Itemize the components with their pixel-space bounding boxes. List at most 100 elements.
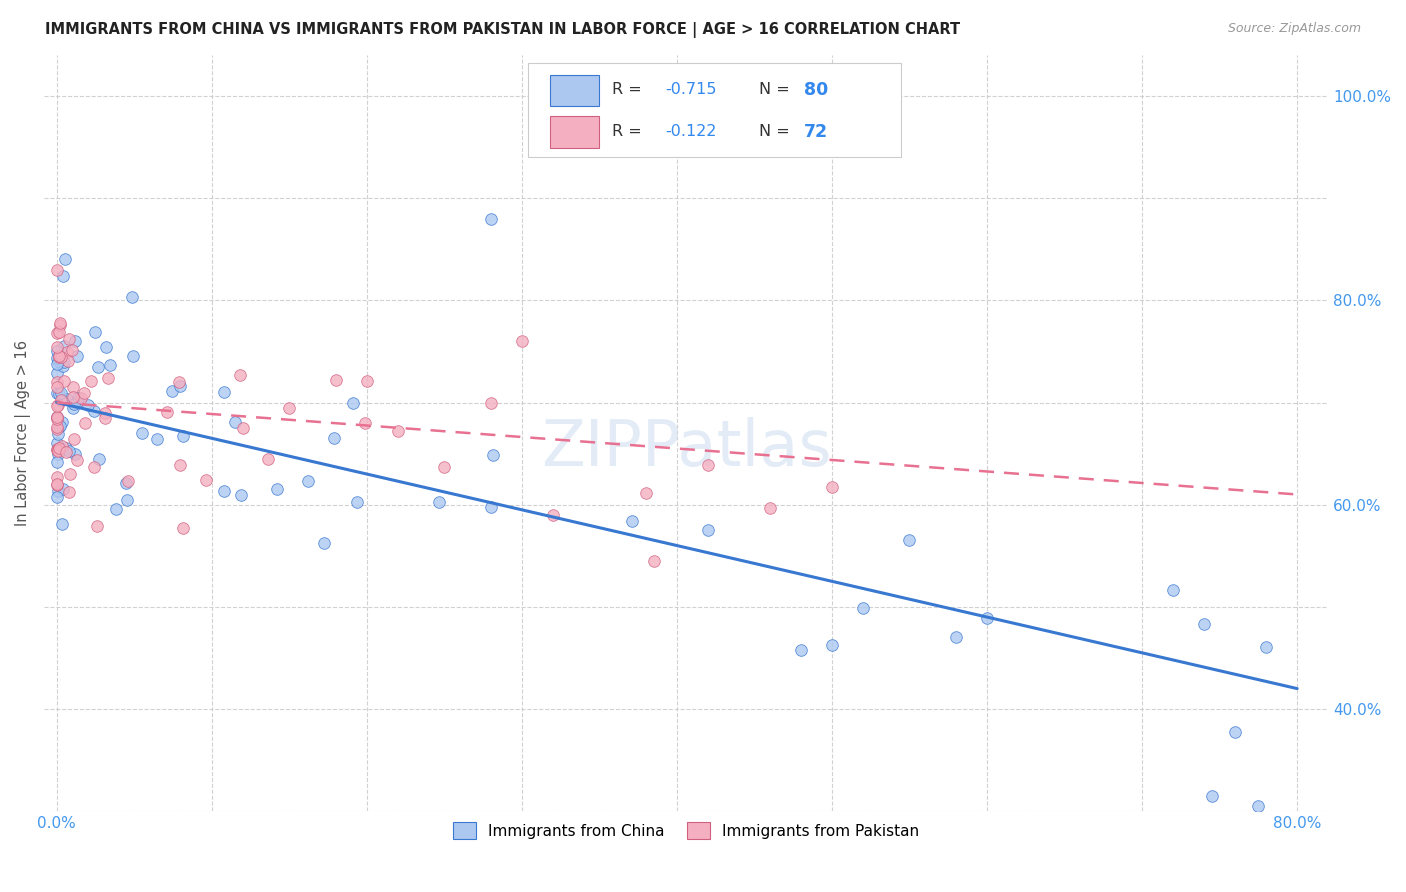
Point [60, 343, 83, 358]
Point [86, 359, 108, 374]
Point [214, 484, 236, 499]
Point [83, 325, 105, 339]
Point [83, 403, 105, 417]
Point [46, 422, 69, 436]
Point [146, 433, 169, 447]
Point [976, 611, 998, 625]
Point [52, 269, 75, 284]
Point [46, 490, 69, 504]
Point [121, 290, 143, 304]
Point [52, 482, 75, 496]
Point [45, 477, 67, 491]
Point [62, 380, 84, 394]
Point [45, 326, 67, 341]
Point [86, 519, 108, 533]
Point [46, 443, 69, 458]
Point [45, 357, 67, 371]
Point [46, 427, 69, 442]
Point [52, 354, 75, 368]
Text: R =: R = [612, 124, 647, 139]
Point [620, 514, 643, 528]
Point [53, 338, 76, 352]
Point [58, 444, 80, 458]
Point [45, 478, 67, 492]
Point [169, 375, 191, 389]
Text: R =: R = [612, 82, 647, 97]
Y-axis label: In Labor Force | Age > 16: In Labor Force | Age > 16 [15, 340, 31, 526]
Point [346, 494, 368, 508]
Point [45, 263, 67, 277]
Point [945, 630, 967, 644]
Point [49, 418, 72, 433]
Point [56, 392, 79, 406]
Point [387, 424, 409, 438]
Point [97, 370, 120, 384]
Point [55, 442, 77, 456]
Point [45, 351, 67, 365]
Point [73, 385, 96, 400]
Point [48, 325, 70, 339]
FancyBboxPatch shape [550, 75, 599, 106]
Point [342, 396, 364, 410]
Text: N =: N = [759, 82, 796, 97]
Point [117, 474, 139, 488]
Point [790, 642, 813, 657]
Text: ZIPPatlas: ZIPPatlas [541, 417, 831, 479]
Point [852, 601, 875, 615]
Point [49, 318, 72, 333]
Point [94, 340, 117, 354]
Legend: Immigrants from China, Immigrants from Pakistan: Immigrants from China, Immigrants from P… [447, 816, 925, 845]
Point [62, 390, 84, 404]
Point [59, 467, 82, 482]
Point [172, 521, 194, 535]
Point [45, 375, 67, 389]
Point [51, 392, 73, 407]
Point [696, 524, 718, 538]
Point [479, 211, 502, 226]
Point [354, 416, 377, 430]
Point [66, 452, 89, 467]
Point [56, 354, 79, 368]
Point [48, 350, 70, 364]
Point [122, 349, 145, 363]
Text: 80: 80 [804, 81, 828, 99]
Point [105, 502, 128, 516]
Text: -0.715: -0.715 [665, 82, 717, 97]
Point [821, 480, 844, 494]
Point [482, 448, 505, 462]
Point [94, 406, 117, 420]
Point [46, 444, 69, 458]
Point [98, 358, 121, 372]
FancyBboxPatch shape [529, 62, 901, 157]
Point [48, 387, 70, 401]
Point [224, 415, 246, 429]
Point [232, 420, 254, 434]
Point [131, 425, 153, 440]
Point [46, 354, 69, 368]
Point [46, 412, 69, 426]
Point [1201, 789, 1223, 803]
Text: 72: 72 [804, 123, 828, 141]
Point [898, 533, 921, 547]
Text: IMMIGRANTS FROM CHINA VS IMMIGRANTS FROM PAKISTAN IN LABOR FORCE | AGE > 16 CORR: IMMIGRANTS FROM CHINA VS IMMIGRANTS FROM… [45, 22, 960, 38]
Point [80, 374, 103, 388]
Point [214, 384, 236, 399]
Point [63, 432, 86, 446]
Point [325, 373, 347, 387]
Point [45, 442, 67, 457]
Point [48, 349, 70, 363]
Text: -0.122: -0.122 [665, 124, 717, 139]
Point [169, 378, 191, 392]
Point [63, 334, 86, 349]
Point [66, 395, 89, 409]
Point [77, 398, 100, 412]
Point [49, 350, 72, 364]
Point [53, 374, 76, 388]
Point [479, 396, 502, 410]
Point [45, 410, 67, 425]
Point [160, 384, 183, 398]
Point [51, 439, 73, 453]
Point [66, 392, 89, 406]
Point [297, 474, 319, 488]
Text: N =: N = [759, 124, 796, 139]
